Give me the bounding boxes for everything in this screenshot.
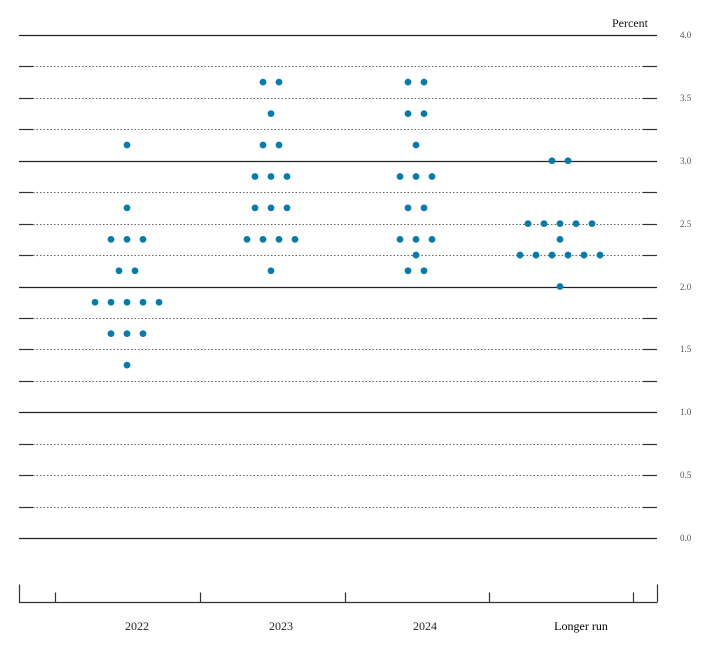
x-axis [18, 584, 659, 604]
data-dot [404, 78, 412, 86]
x-category-label: 2022 [125, 619, 149, 633]
data-dot [428, 173, 436, 180]
data-dot [572, 220, 580, 228]
data-dot [404, 110, 412, 117]
data-dot [123, 298, 131, 306]
y-tick-label: 0.0 [680, 533, 692, 543]
data-dot [115, 267, 123, 275]
data-dot [516, 251, 524, 259]
data-dot [267, 267, 275, 275]
y-tick-label: 3.0 [680, 155, 692, 166]
data-dot [412, 251, 420, 259]
data-dot [123, 361, 131, 369]
x-category-label: Longer run [554, 619, 608, 633]
data-dot [275, 235, 283, 243]
data-dot [267, 204, 275, 212]
data-dot [420, 78, 428, 86]
data-dot [131, 267, 139, 275]
data-dot [123, 141, 131, 149]
data-dot [259, 141, 267, 149]
data-dot [139, 298, 147, 306]
y-tick-label: 4.0 [680, 30, 692, 40]
data-dot [107, 235, 115, 243]
data-dot [420, 110, 428, 117]
data-dot [548, 251, 556, 259]
data-dot [412, 141, 420, 149]
data-dot [283, 204, 291, 212]
data-dot [428, 235, 436, 243]
data-dot [259, 78, 267, 86]
data-dot [275, 78, 283, 86]
data-dot [540, 220, 548, 228]
data-dot [267, 173, 275, 180]
data-dot [556, 220, 564, 228]
data-dot [420, 204, 428, 212]
data-dot [396, 173, 404, 180]
data-dot [532, 251, 540, 259]
data-dot [396, 235, 404, 243]
y-tick-label: 1.5 [680, 344, 692, 355]
y-tick-label: 3.5 [680, 92, 692, 103]
data-dot [251, 173, 259, 180]
data-dot [123, 204, 131, 212]
y-tick-label: 1.0 [680, 407, 692, 418]
unit-label: Percent [612, 16, 648, 30]
data-dot [580, 251, 588, 259]
data-dot [564, 251, 572, 259]
data-dot [548, 157, 556, 165]
data-dot [107, 330, 115, 338]
data-dot [404, 267, 412, 275]
data-dot [404, 204, 412, 212]
data-dot [412, 173, 420, 180]
data-dot [139, 330, 147, 338]
y-tick-label: 0.5 [680, 470, 692, 481]
y-tick-label: 2.5 [680, 218, 692, 229]
data-dot [412, 235, 420, 243]
data-dot [107, 298, 115, 306]
data-dot [283, 173, 291, 180]
data-dot [91, 298, 99, 306]
data-dot [588, 220, 596, 228]
x-category-label: 2024 [413, 619, 437, 633]
data-dot [139, 235, 147, 243]
y-tick-label: 2.0 [680, 281, 692, 292]
data-dot [251, 204, 259, 212]
data-dot [123, 330, 131, 338]
data-dot [524, 220, 532, 228]
data-dot [556, 283, 564, 290]
data-dot [155, 298, 163, 306]
x-category-label: 2023 [269, 619, 293, 633]
data-dot [291, 235, 299, 243]
gridlines [19, 34, 657, 540]
data-dot [564, 157, 572, 165]
data-dot [556, 235, 564, 243]
data-dot [123, 235, 131, 243]
data-points [91, 78, 604, 369]
data-dot [259, 235, 267, 243]
data-dot [243, 235, 251, 243]
data-dot [275, 141, 283, 149]
data-dot [596, 251, 604, 259]
data-dot [420, 267, 428, 275]
data-dot [267, 110, 275, 117]
